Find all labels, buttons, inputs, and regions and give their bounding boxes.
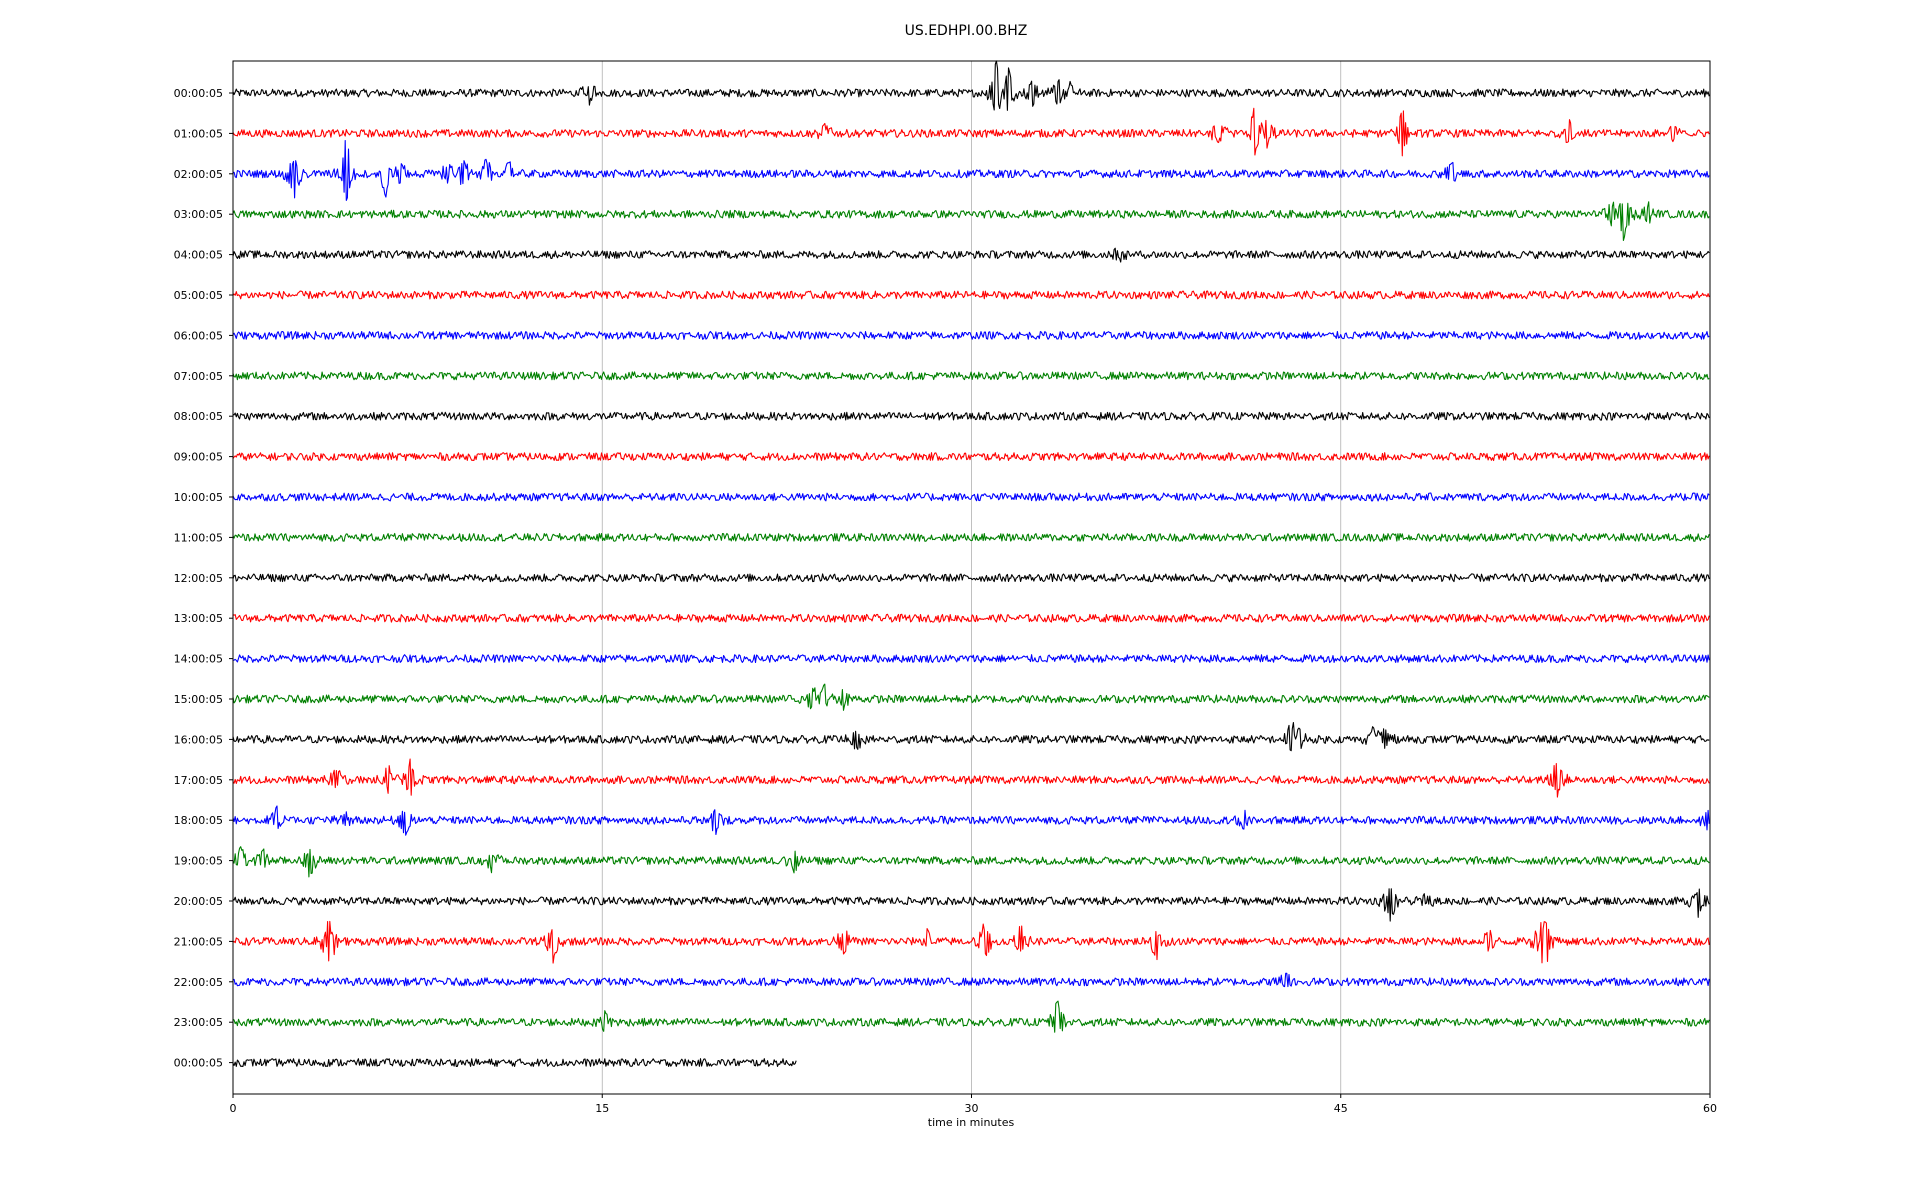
x-tick-labels: 0 15 30 45 60 xyxy=(230,1094,1717,1115)
row-label: 21:00:05 xyxy=(174,935,223,948)
chart-title: US.EDHPI.00.BHZ xyxy=(905,23,1028,39)
row-label: 23:00:05 xyxy=(174,1016,223,1029)
trace-row-5 xyxy=(232,290,1710,300)
row-label: 08:00:05 xyxy=(174,410,223,423)
trace-row-15 xyxy=(232,683,1710,711)
row-label: 14:00:05 xyxy=(174,653,223,666)
trace-row-23 xyxy=(232,1000,1710,1033)
trace-row-20 xyxy=(232,888,1710,922)
trace-row-6 xyxy=(232,330,1710,340)
x-tick-label: 0 xyxy=(230,1102,237,1115)
row-label: 11:00:05 xyxy=(174,531,223,544)
trace-row-14 xyxy=(232,654,1710,664)
x-tick-label: 15 xyxy=(595,1102,609,1115)
trace-row-22 xyxy=(232,972,1710,988)
trace-row-21 xyxy=(232,920,1710,964)
trace-row-16 xyxy=(232,721,1710,752)
row-label: 22:00:05 xyxy=(174,976,223,989)
trace-row-3 xyxy=(232,201,1710,242)
trace-row-4 xyxy=(232,247,1710,263)
row-label: 15:00:05 xyxy=(174,693,223,706)
trace-row-12 xyxy=(232,573,1710,583)
row-label: 05:00:05 xyxy=(174,289,223,302)
trace-row-19 xyxy=(232,846,1710,878)
row-label: 00:00:05 xyxy=(174,87,223,100)
seismogram-traces xyxy=(232,60,1710,1068)
trace-row-24 xyxy=(232,1058,797,1068)
row-label: 17:00:05 xyxy=(174,774,223,787)
x-tick-label: 30 xyxy=(965,1102,979,1115)
trace-row-7 xyxy=(232,371,1710,381)
row-label: 07:00:05 xyxy=(174,370,223,383)
y-tick-labels: 00:00:05 01:00:05 02:00:05 03:00:05 04:00:05… xyxy=(174,87,233,1070)
x-axis-label: time in minutes xyxy=(928,1116,1015,1129)
row-label: 20:00:05 xyxy=(174,895,223,908)
row-label: 06:00:05 xyxy=(174,329,223,342)
row-label: 04:00:05 xyxy=(174,249,223,262)
row-label: 02:00:05 xyxy=(174,168,223,181)
trace-row-17 xyxy=(232,758,1710,798)
row-label: 03:00:05 xyxy=(174,208,223,221)
trace-row-10 xyxy=(232,492,1710,502)
x-tick-label: 45 xyxy=(1334,1102,1348,1115)
trace-row-0 xyxy=(232,60,1710,111)
trace-row-13 xyxy=(232,613,1710,623)
x-tick-label: 60 xyxy=(1703,1102,1717,1115)
row-label: 10:00:05 xyxy=(174,491,223,504)
row-label: 01:00:05 xyxy=(174,127,223,140)
trace-row-11 xyxy=(232,532,1710,542)
row-label: 09:00:05 xyxy=(174,451,223,464)
trace-row-2 xyxy=(232,139,1710,201)
trace-row-1 xyxy=(232,107,1710,157)
trace-row-18 xyxy=(232,805,1710,836)
trace-row-8 xyxy=(232,411,1710,421)
row-label: 18:00:05 xyxy=(174,814,223,827)
trace-row-9 xyxy=(232,452,1710,462)
row-label: 16:00:05 xyxy=(174,733,223,746)
row-label: 00:00:05 xyxy=(174,1057,223,1070)
row-label: 19:00:05 xyxy=(174,855,223,868)
row-label: 12:00:05 xyxy=(174,572,223,585)
row-label: 13:00:05 xyxy=(174,612,223,625)
